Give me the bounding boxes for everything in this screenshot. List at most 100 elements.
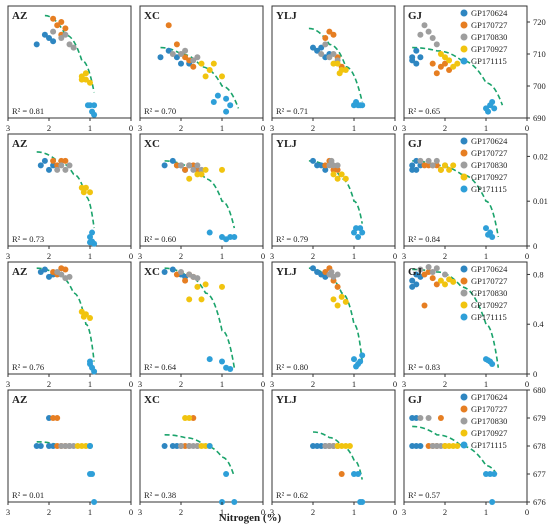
x-tick-label: 0 <box>261 251 265 261</box>
data-point-gp170624 <box>50 443 57 449</box>
data-point-gp170830 <box>190 166 197 173</box>
x-tick-label: 3 <box>402 507 406 517</box>
legend-marker-gp170830 <box>460 33 468 41</box>
y-tick-label: 680 <box>533 385 546 395</box>
data-point-gp170830 <box>334 162 341 169</box>
data-point-gp170727 <box>190 415 197 421</box>
data-point-gp170927 <box>330 171 337 178</box>
data-point-gp170927 <box>450 443 457 449</box>
data-point-gp170927 <box>437 166 444 173</box>
data-point-gp170727 <box>425 443 432 449</box>
data-point-gp170624 <box>318 162 325 169</box>
data-point-gp170830 <box>66 162 73 169</box>
legend-label: GP170830 <box>471 416 507 426</box>
x-tick-label: 2 <box>47 123 51 133</box>
site-label: AZ <box>12 10 27 22</box>
x-tick-label: 0 <box>393 507 397 517</box>
data-point-gp170927 <box>219 283 225 290</box>
data-point-gp170927 <box>186 415 193 421</box>
legend-marker-gp170927 <box>460 429 468 437</box>
x-tick-label: 2 <box>443 251 447 261</box>
data-point-gp170624 <box>310 265 316 272</box>
x-tick-label: 1 <box>352 379 356 389</box>
x-tick-label: 3 <box>402 379 406 389</box>
site-label: YLJ <box>276 10 297 22</box>
data-point-gp170927 <box>338 443 345 449</box>
data-point-gp171115 <box>489 499 496 505</box>
data-point-gp170927 <box>334 175 341 182</box>
x-tick-label: 0 <box>261 379 265 389</box>
data-point-gp170727 <box>194 166 201 173</box>
x-tick-label: 2 <box>443 379 447 389</box>
r2-label: R² = 0.57 <box>408 490 440 500</box>
panel-frame <box>139 133 264 247</box>
x-tick-label: 0 <box>525 507 529 517</box>
x-tick-label: 3 <box>270 123 274 133</box>
legend-marker-gp171115 <box>460 185 468 193</box>
data-point-gp170727 <box>338 471 345 477</box>
y-tick-label: 0.8 <box>533 269 544 279</box>
x-tick-label: 0 <box>525 379 529 389</box>
data-point-gp170927 <box>442 281 448 288</box>
x-tick-label: 2 <box>47 379 51 389</box>
data-point-gp170727 <box>50 415 57 421</box>
data-point-gp170624 <box>413 271 420 278</box>
site-label: AZ <box>12 394 27 406</box>
site-label: GJ <box>408 266 423 278</box>
data-point-gp170624 <box>314 162 321 169</box>
legend-label: GP170727 <box>471 276 507 286</box>
data-point-gp170927 <box>450 162 457 169</box>
legend-label: GP170624 <box>471 392 508 402</box>
data-point-gp170727 <box>54 415 61 421</box>
data-point-gp170727 <box>429 275 436 282</box>
data-point-gp170927 <box>454 60 461 67</box>
x-tick-label: 1 <box>484 507 488 517</box>
legend-label: GP170727 <box>471 404 507 414</box>
data-point-gp170830 <box>328 268 335 275</box>
data-point-gp170624 <box>178 60 184 67</box>
legend-label: GP171115 <box>471 184 507 194</box>
data-point-gp170830 <box>330 443 337 449</box>
y-tick-label: 676 <box>533 497 546 507</box>
x-tick-label: 2 <box>443 123 447 133</box>
data-point-gp170624 <box>310 44 316 51</box>
trend-line <box>164 267 236 368</box>
data-point-gp170830 <box>326 54 333 61</box>
legend-label: GP170624 <box>471 264 508 274</box>
data-point-gp170927 <box>74 443 81 449</box>
x-tick-label: 3 <box>6 251 10 261</box>
data-point-gp170927 <box>446 57 453 64</box>
panel-ad-xc: XC R² = 0.643 2 1 0 <box>138 261 265 389</box>
data-point-gp170727 <box>173 162 180 169</box>
data-point-gp170830 <box>326 443 333 449</box>
data-point-gp171115 <box>219 358 225 365</box>
data-point-gp171115 <box>223 108 230 115</box>
data-point-gp171115 <box>87 234 93 241</box>
data-point-gp170830 <box>425 263 432 270</box>
r2-label: R² = 0.71 <box>276 106 308 116</box>
data-point-gp170830 <box>433 443 440 449</box>
r2-label: R² = 0.79 <box>276 234 308 244</box>
x-tick-label: 0 <box>129 251 133 261</box>
data-point-gp170830 <box>178 51 184 57</box>
data-point-gp170624 <box>409 166 416 173</box>
data-point-gp170624 <box>409 57 416 64</box>
data-point-gp170727 <box>442 60 448 67</box>
data-point-gp170727 <box>54 162 61 169</box>
data-point-gp170927 <box>198 60 205 67</box>
legend-marker-gp170624 <box>460 265 468 273</box>
data-point-gp170624 <box>37 162 44 169</box>
data-point-gp170927 <box>442 54 448 61</box>
legend: GP170624 GP170727 GP170830 GP170927 GP171115 <box>460 264 508 322</box>
data-point-gp170727 <box>165 22 172 29</box>
y-tick-label: 0.01 <box>533 196 548 206</box>
y-tick-label: 0 <box>533 241 537 251</box>
x-tick-label: 2 <box>311 251 315 261</box>
legend-marker-gp170727 <box>460 277 468 285</box>
x-tick-label: 1 <box>352 507 356 517</box>
data-point-gp171115 <box>359 352 366 359</box>
legend-marker-gp170727 <box>460 149 468 157</box>
data-point-gp170830 <box>182 47 189 54</box>
data-point-gp171115 <box>89 471 96 477</box>
